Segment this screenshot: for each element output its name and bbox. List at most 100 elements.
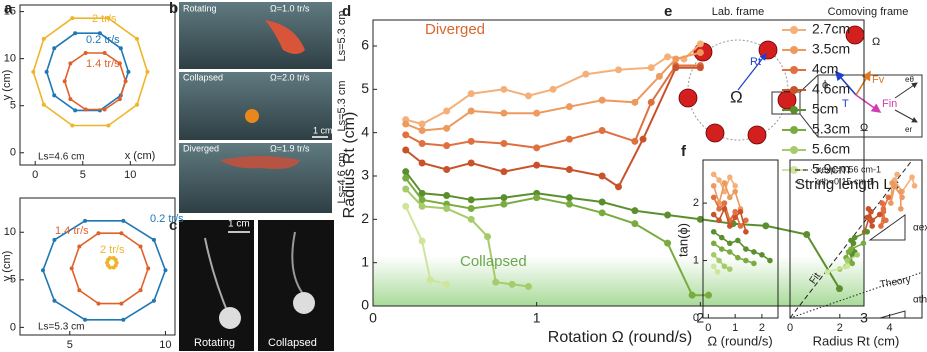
data-point — [647, 98, 655, 106]
data-point — [716, 217, 722, 224]
x-tick-label: 1 — [533, 309, 541, 325]
data-point — [52, 46, 57, 51]
data-point — [869, 223, 875, 229]
legend-label: 4.6cm — [812, 81, 850, 97]
series-line — [827, 265, 848, 273]
comoving-box — [817, 74, 923, 138]
x-tick-label: 3 — [860, 309, 868, 325]
data-point — [418, 202, 426, 210]
data-point — [77, 244, 82, 249]
photo-label: Collapsed — [268, 337, 317, 349]
legend-marker — [790, 126, 798, 134]
data-point — [732, 188, 738, 195]
e-theta — [894, 82, 918, 99]
diagram-label: T — [842, 98, 849, 110]
data-point — [639, 135, 647, 143]
data-point — [402, 146, 410, 154]
data-point — [751, 260, 757, 267]
diagram-label: Fin — [882, 98, 897, 110]
data-point — [696, 40, 704, 48]
legend-label: 5.6cm — [812, 141, 850, 157]
data-point — [615, 183, 622, 191]
data-point — [737, 208, 744, 215]
data-point — [96, 301, 101, 306]
x-tick-label: 5 — [80, 169, 86, 181]
diagram-label: Ω — [872, 36, 880, 48]
data-point — [726, 249, 733, 255]
slope-triangle — [879, 310, 906, 319]
series-label: 0.2 tr/s — [150, 213, 184, 225]
x-axis-label: Rotation Ω (round/s) — [548, 329, 692, 346]
data-point — [69, 266, 74, 271]
y-tick-label: 10 — [4, 53, 16, 65]
plot-frame — [19, 197, 176, 336]
data-point — [883, 217, 889, 224]
data-point — [68, 61, 73, 66]
legend-label: 5.9cm — [812, 161, 850, 177]
data-point — [533, 194, 541, 202]
y-tick-label: 5 — [361, 80, 369, 96]
e-r — [894, 109, 918, 123]
data-point — [467, 90, 475, 98]
x-axis-label: Ω (round/s) — [707, 333, 772, 348]
data-point — [655, 72, 663, 80]
photo-label: Rotating — [194, 337, 235, 349]
data-point — [835, 285, 843, 293]
data-point — [52, 298, 57, 303]
legend-label: αexp=0.56 cm-1 — [816, 164, 881, 174]
data-point — [73, 108, 78, 113]
data-point — [151, 298, 156, 303]
photo-label: Rotating — [183, 3, 217, 13]
data-point — [565, 103, 573, 111]
data-point — [119, 231, 124, 236]
data-point — [743, 229, 749, 235]
data-point — [500, 85, 508, 93]
data-point — [737, 223, 744, 229]
photo-panel-b: Rotating Ω=1.0 tr/s Collapsed Ω=2.0 tr/s… — [179, 2, 348, 213]
plot-frame — [702, 159, 779, 319]
y-axis-label: Radius Rt (cm) — [341, 112, 358, 219]
data-point — [492, 278, 500, 286]
data-point — [864, 229, 871, 235]
y-tick-label: 2 — [693, 197, 699, 209]
data-point — [894, 171, 900, 178]
data-point — [732, 208, 738, 215]
series-line — [713, 254, 731, 270]
data-point — [710, 171, 717, 178]
ball — [747, 125, 767, 145]
data-point — [107, 265, 112, 270]
data-point — [418, 127, 426, 134]
diagram-label: ϕ — [822, 79, 828, 91]
data-point — [402, 174, 410, 182]
annotation: String length Ls — [795, 176, 899, 193]
photo — [179, 2, 332, 69]
string-blob — [220, 156, 300, 169]
data-point — [533, 109, 541, 117]
ball — [705, 123, 725, 143]
data-point — [696, 215, 704, 223]
series-line — [890, 180, 903, 209]
y-tick-label: 0 — [10, 321, 16, 333]
plot-frame — [19, 4, 176, 166]
side-label: Ls=4.6 cm — [336, 152, 348, 203]
data-point — [598, 172, 606, 180]
data-point — [83, 317, 88, 322]
data-point — [876, 211, 883, 218]
plot-frame — [789, 159, 923, 319]
data-point — [402, 168, 410, 176]
data-point — [117, 61, 122, 66]
data-point — [102, 51, 107, 55]
data-point — [117, 97, 122, 102]
data-point — [899, 194, 905, 201]
data-point — [718, 234, 725, 241]
photo-label: Ω=2.0 tr/s — [270, 72, 310, 82]
data-point — [73, 31, 78, 36]
diagram-label: er — [905, 125, 912, 134]
diagram-label: Comoving frame — [828, 6, 909, 18]
slope-triangle — [868, 214, 906, 241]
data-point — [467, 137, 475, 145]
data-point — [885, 194, 892, 201]
series-line — [405, 64, 701, 149]
annotation: Ls=4.6 cm — [38, 152, 84, 163]
